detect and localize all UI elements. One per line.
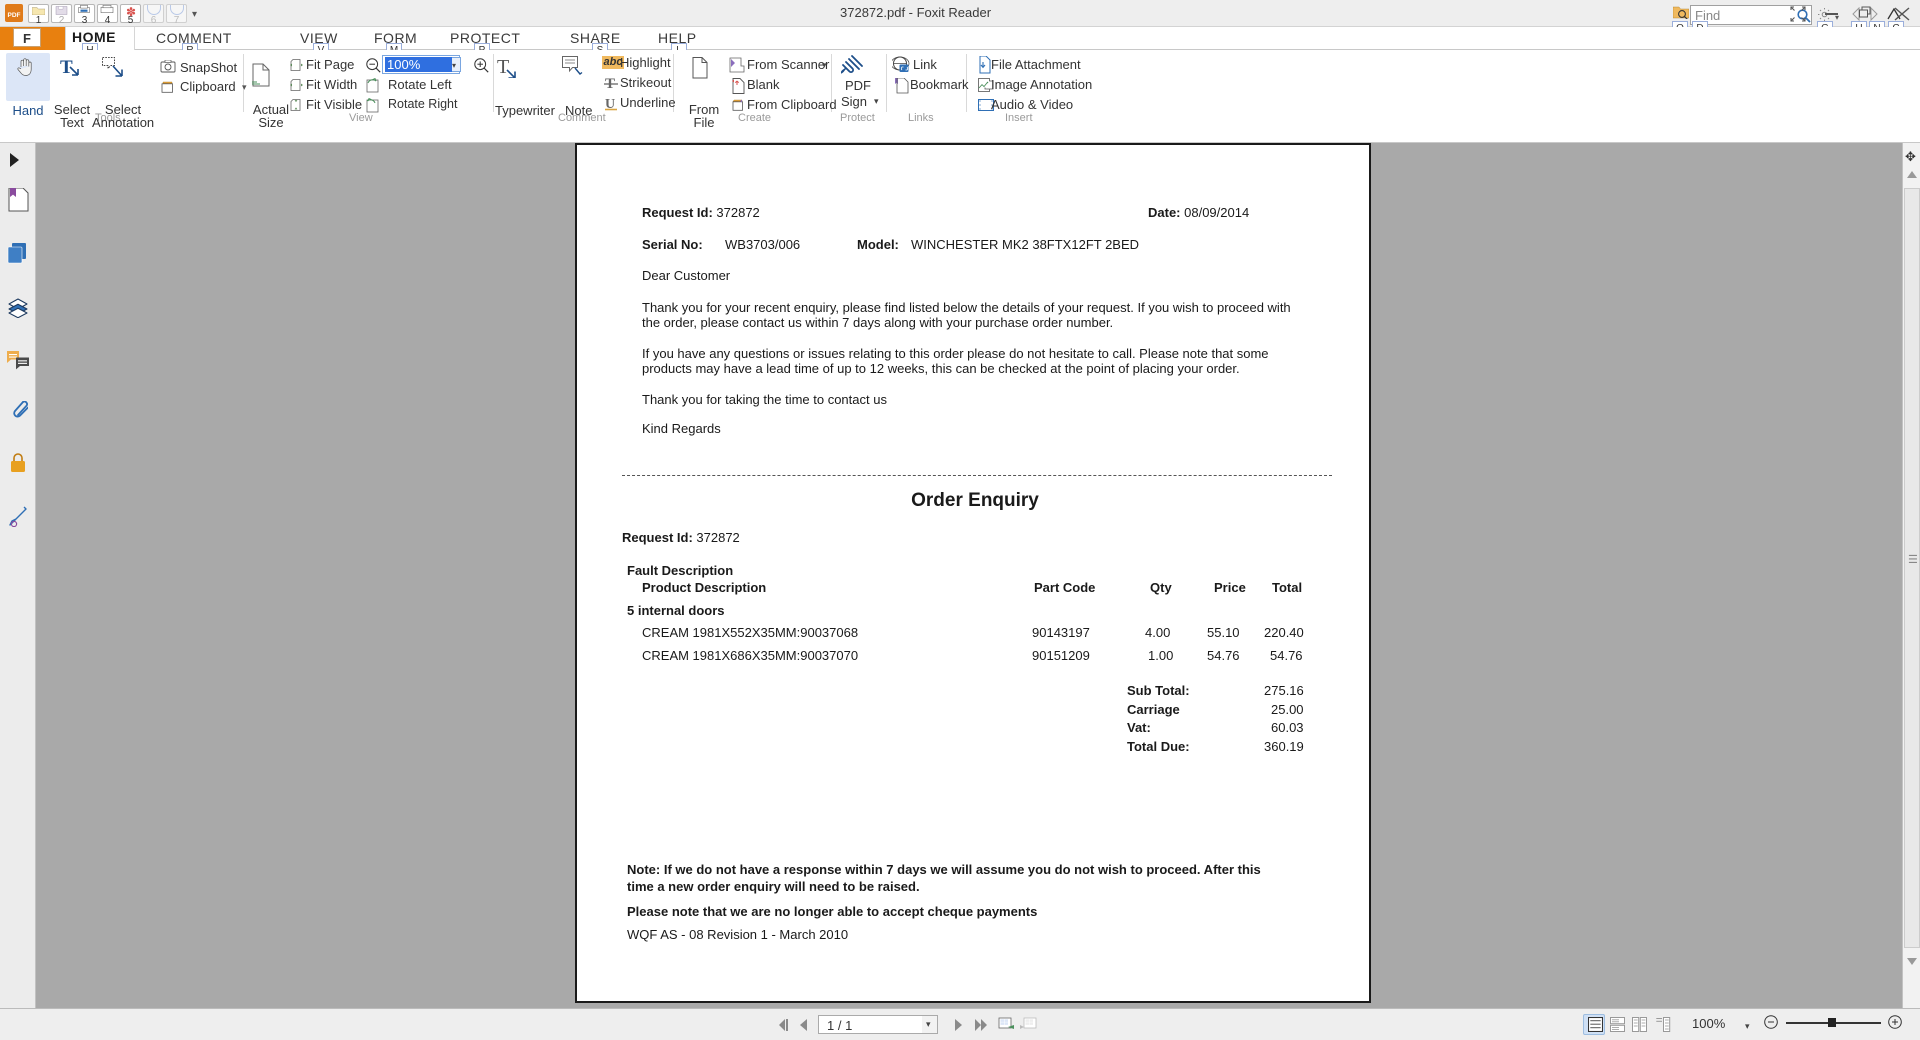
svg-text:PDF: PDF	[8, 12, 21, 19]
svg-text:T: T	[497, 56, 509, 78]
